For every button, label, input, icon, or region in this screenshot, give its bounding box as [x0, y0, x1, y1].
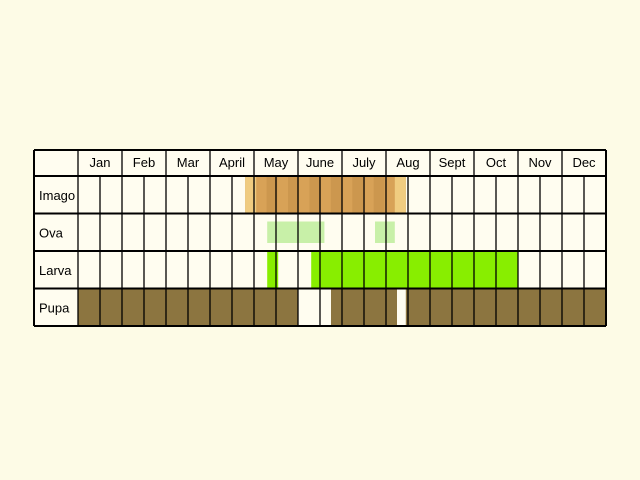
imago-edge	[245, 176, 257, 214]
imago-shade	[373, 176, 385, 214]
month-label: May	[264, 155, 289, 170]
pupa-segment	[405, 288, 606, 326]
imago-shade	[266, 176, 278, 214]
month-label: Nov	[528, 155, 552, 170]
larva-segment	[267, 251, 279, 289]
month-label: April	[219, 155, 245, 170]
month-label: Jan	[90, 155, 111, 170]
month-label: Sept	[439, 155, 466, 170]
stage-label: Pupa	[39, 300, 70, 315]
stage-label: Imago	[39, 188, 75, 203]
month-label: Dec	[572, 155, 596, 170]
imago-edge	[394, 176, 406, 214]
ova-segment	[267, 221, 325, 243]
stage-label: Ova	[39, 225, 64, 240]
imago-shade	[330, 176, 342, 214]
imago-shade	[288, 176, 299, 214]
month-label: Feb	[133, 155, 155, 170]
month-label: June	[306, 155, 334, 170]
ova-segment	[375, 221, 395, 243]
imago-shade	[352, 176, 363, 214]
imago-segment	[245, 176, 406, 214]
month-label: Aug	[396, 155, 419, 170]
month-label: July	[352, 155, 376, 170]
stage-label: Larva	[39, 263, 72, 278]
month-label: Oct	[486, 155, 507, 170]
larva-segment	[311, 251, 518, 289]
month-label: Mar	[177, 155, 200, 170]
imago-shade	[309, 176, 321, 214]
